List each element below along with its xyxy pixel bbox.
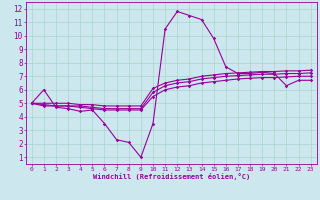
X-axis label: Windchill (Refroidissement éolien,°C): Windchill (Refroidissement éolien,°C)	[92, 173, 250, 180]
